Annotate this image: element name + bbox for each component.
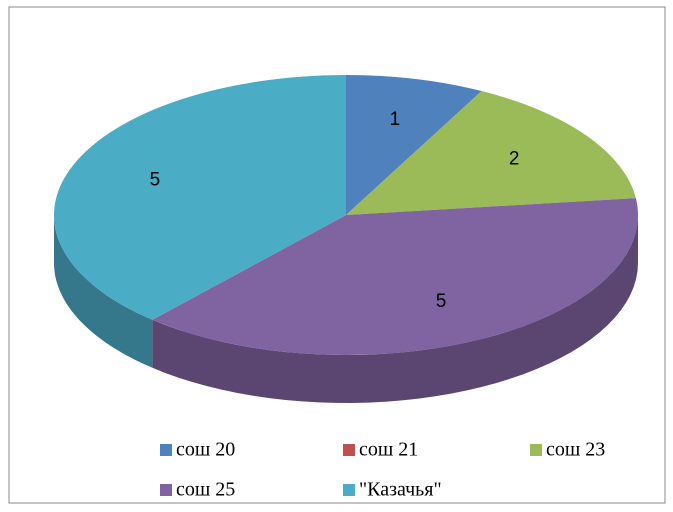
slice-side bbox=[54, 215, 153, 368]
pie-slice bbox=[53, 74, 346, 320]
legend-label: сош 23 bbox=[546, 439, 605, 461]
legend-label: сош 25 bbox=[176, 479, 235, 501]
pie-slice bbox=[152, 198, 639, 355]
data-label: 1 bbox=[390, 109, 401, 130]
legend-label: сош 21 bbox=[359, 439, 418, 461]
legend-swatch bbox=[160, 484, 172, 496]
legend-swatch bbox=[160, 444, 172, 456]
data-label: 2 bbox=[509, 148, 520, 169]
legend-swatch bbox=[343, 444, 355, 456]
data-label: 5 bbox=[150, 169, 161, 190]
legend-label: сош 20 bbox=[176, 439, 235, 461]
legend-swatch bbox=[530, 444, 542, 456]
legend-swatch bbox=[343, 484, 355, 496]
legend-label: "Казачья" bbox=[359, 479, 442, 501]
data-label: 5 bbox=[436, 291, 447, 312]
pie-slice bbox=[346, 75, 482, 215]
slice-side bbox=[152, 215, 639, 403]
pie-slice bbox=[346, 91, 636, 215]
